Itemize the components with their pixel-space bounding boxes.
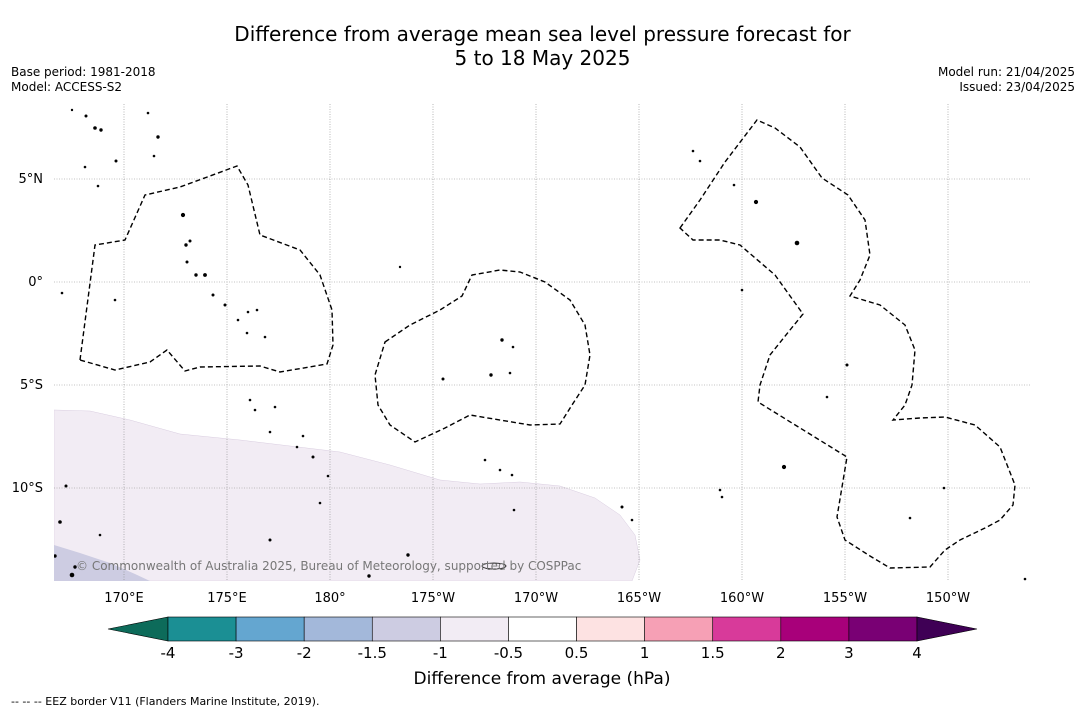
eez-border-west [79, 165, 334, 373]
base-period: Base period: 1981-2018 [11, 65, 156, 79]
colorbar-tick-label: 0.5 [565, 644, 589, 662]
lon-label: 155°W [823, 591, 867, 606]
eez-legend: -- -- -- EEZ border V11 (Flanders Marine… [11, 695, 320, 708]
colorbar-labels: -4 -3 -2 -1.5 -1 -0.5 0.5 1 1.5 2 3 4 [161, 644, 922, 662]
colorbar-segment [303, 616, 373, 642]
lon-label: 170°W [514, 591, 558, 606]
lon-label: 175°E [207, 591, 247, 606]
colorbar-segments [167, 616, 918, 642]
colorbar-segment [440, 616, 509, 642]
island-outline [481, 562, 507, 570]
eez-borders [79, 119, 1016, 569]
anomaly-region-medium [54, 545, 150, 581]
lon-label: 160°W [720, 591, 764, 606]
colorbar-under-arrow [107, 616, 169, 642]
eez-border-central [374, 269, 591, 443]
lon-label: 175°W [411, 591, 455, 606]
lat-label: 5°S [20, 378, 43, 393]
colorbar-segment [167, 616, 237, 642]
colorbar-tick-label: -4 [161, 644, 176, 662]
colorbar: -4 -3 -2 -1.5 -1 -0.5 0.5 1 1.5 2 3 4 Difference fr… [107, 616, 978, 689]
title-line-2: 5 to 18 May 2025 [454, 46, 631, 70]
colorbar-segment [780, 616, 850, 642]
lat-label: 0° [28, 275, 43, 290]
map-area: © Commonwealth of Australia 2025, Bureau… [54, 104, 1030, 581]
colorbar-segment [848, 616, 918, 642]
eez-border-east [679, 119, 1016, 569]
colorbar-segment [576, 616, 645, 642]
issued-date: Issued: 23/04/2025 [959, 80, 1075, 94]
lat-label: 5°N [19, 172, 44, 187]
colorbar-tick-label: -2 [297, 644, 312, 662]
lon-label: 170°E [104, 591, 144, 606]
colorbar-tick-label: -3 [229, 644, 244, 662]
colorbar-title: Difference from average (hPa) [414, 669, 671, 689]
colorbar-tick-label: 3 [844, 644, 854, 662]
anomaly-region-light [54, 409, 641, 581]
lon-label: 165°W [617, 591, 661, 606]
latitude-labels: 5°N 0° 5°S 10°S [12, 172, 43, 496]
colorbar-segment [508, 616, 577, 642]
colorbar-tick-label: -1 [433, 644, 448, 662]
longitude-labels: 170°E 175°E 180° 175°W 170°W 165°W 160°W… [104, 591, 970, 606]
lat-label: 10°S [12, 481, 43, 496]
colorbar-tick-label: 1.5 [701, 644, 725, 662]
colorbar-tick-label: 4 [912, 644, 922, 662]
lon-label: 150°W [926, 591, 970, 606]
colorbar-segment [712, 616, 782, 642]
colorbar-segment [644, 616, 714, 642]
colorbar-tick-label: 1 [640, 644, 650, 662]
lon-label: 180° [314, 591, 345, 606]
model-name: Model: ACCESS-S2 [11, 80, 123, 94]
islands [54, 108, 1027, 581]
colorbar-tick-label: -1.5 [358, 644, 387, 662]
title-line-1: Difference from average mean sea level p… [234, 22, 851, 46]
colorbar-segment [371, 616, 441, 642]
copyright-notice: © Commonwealth of Australia 2025, Bureau… [76, 559, 581, 573]
colorbar-over-arrow [916, 616, 978, 642]
colorbar-tick-label: -0.5 [494, 644, 523, 662]
model-run: Model run: 21/04/2025 [937, 65, 1075, 79]
colorbar-tick-label: 2 [776, 644, 786, 662]
grid-lines [54, 104, 1030, 581]
colorbar-segment [235, 616, 305, 642]
